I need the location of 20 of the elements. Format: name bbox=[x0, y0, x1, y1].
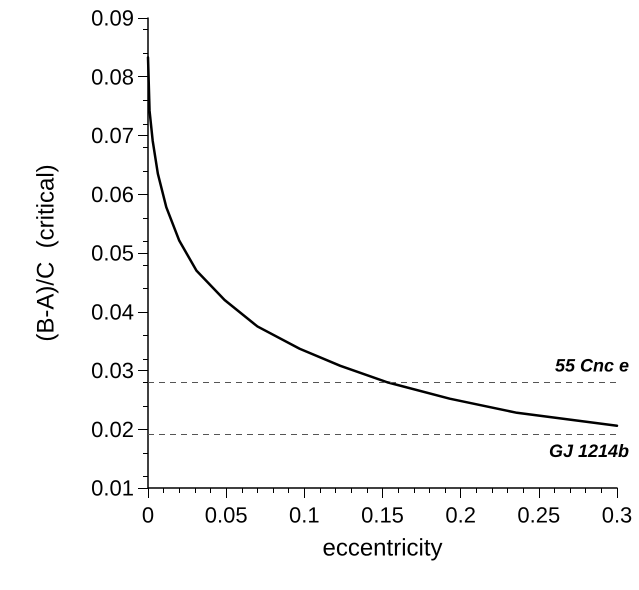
y-axis-title: (B-A)/C (critical) bbox=[32, 164, 60, 342]
ref-line-label: GJ 1214b bbox=[548, 440, 629, 461]
y-tick-label: 0.05 bbox=[91, 240, 134, 266]
x-tick-label: 0 bbox=[142, 502, 154, 528]
x-tick-label: 0.15 bbox=[361, 502, 404, 528]
y-tick-label: 0.09 bbox=[91, 6, 134, 30]
x-tick-label: 0.1 bbox=[289, 502, 320, 528]
y-tick-label: 0.04 bbox=[91, 299, 134, 324]
x-tick-label: 0.3 bbox=[602, 502, 632, 528]
y-tick-label: 0.02 bbox=[91, 416, 134, 442]
ref-line-label: 55 Cnc e bbox=[554, 355, 629, 376]
x-axis-title: eccentricity bbox=[322, 534, 443, 562]
x-tick-label: 0.2 bbox=[445, 502, 476, 528]
y-tick-label: 0.01 bbox=[91, 476, 134, 500]
y-tick-label: 0.03 bbox=[91, 358, 134, 383]
y-tick-label: 0.06 bbox=[91, 182, 134, 207]
x-tick-label: 0.25 bbox=[517, 502, 560, 528]
x-tick-label: 0.05 bbox=[204, 502, 248, 528]
y-tick-label: 0.07 bbox=[91, 123, 134, 148]
y-tick-label: 0.08 bbox=[91, 64, 134, 90]
